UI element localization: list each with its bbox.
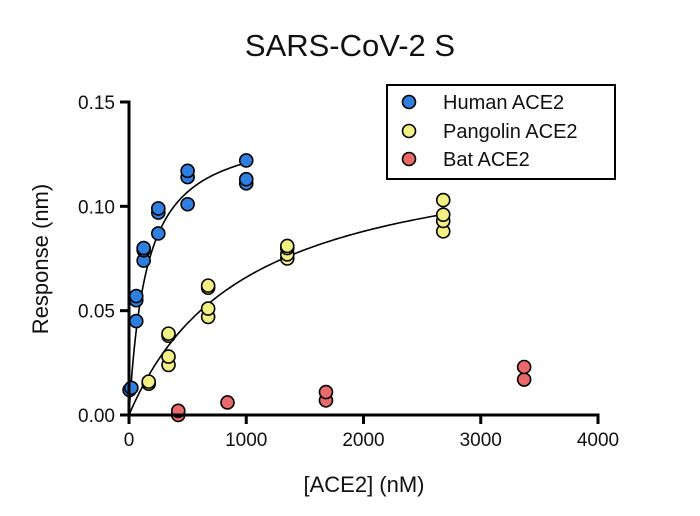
y-tick-label: 0.00 [78,406,115,427]
point-bat-ace2 [220,395,235,410]
x-tick-label: 2000 [342,430,384,451]
legend-box [386,84,616,180]
y-tick-label: 0.05 [78,302,115,323]
point-human-ace2 [238,171,254,187]
legend-marker-human-ace2 [401,94,417,110]
fit-curves [128,162,444,416]
point-human-ace2 [151,201,166,216]
point-pangolin-ace2 [435,192,451,208]
point-human-ace2 [238,153,254,168]
legend-label-pangolin-ace2: Pangolin ACE2 [443,121,578,143]
point-pangolin-ace2 [161,349,176,364]
x-axis-ticks: 0 1000 2000 3000 4000 [124,415,619,451]
data-points [122,153,532,423]
point-bat-ace2 [516,372,532,387]
y-axis-label: Response (nm) [28,184,53,334]
point-human-ace2 [180,163,195,179]
point-pangolin-ace2 [141,374,156,389]
point-human-ace2 [128,313,144,329]
point-pangolin-ace2 [435,207,451,222]
point-human-ace2 [180,196,195,212]
x-tick-label: 4000 [577,430,619,451]
point-pangolin-ace2 [279,238,295,254]
legend-label-bat-ace2: Bat ACE2 [443,149,530,171]
y-tick-label: 0.15 [78,93,115,114]
point-pangolin-ace2 [161,326,176,341]
y-tick-label: 0.10 [78,197,115,218]
legend: Human ACE2 Pangolin ACE2 Bat ACE2 [386,84,616,180]
x-tick-label: 3000 [460,430,502,451]
point-pangolin-ace2 [200,301,216,316]
legend-marker-bat-ace2 [401,151,417,167]
x-tick-label: 0 [124,430,135,451]
x-tick-label: 1000 [225,430,267,451]
point-human-ace2 [128,288,144,304]
point-pangolin-ace2 [200,278,216,293]
point-human-ace2 [124,380,139,396]
point-bat-ace2 [516,359,532,375]
legend-marker-pangolin-ace2 [401,123,417,139]
point-human-ace2 [151,226,166,241]
y-axis-ticks: 0.00 0.05 0.10 0.15 [78,93,129,427]
x-axis-label: [ACE2] (nM) [303,472,424,497]
chart-title: SARS-CoV-2 S [245,28,455,63]
legend-label-human-ace2: Human ACE2 [443,92,564,114]
point-bat-ace2 [318,384,334,400]
point-human-ace2 [136,240,151,256]
